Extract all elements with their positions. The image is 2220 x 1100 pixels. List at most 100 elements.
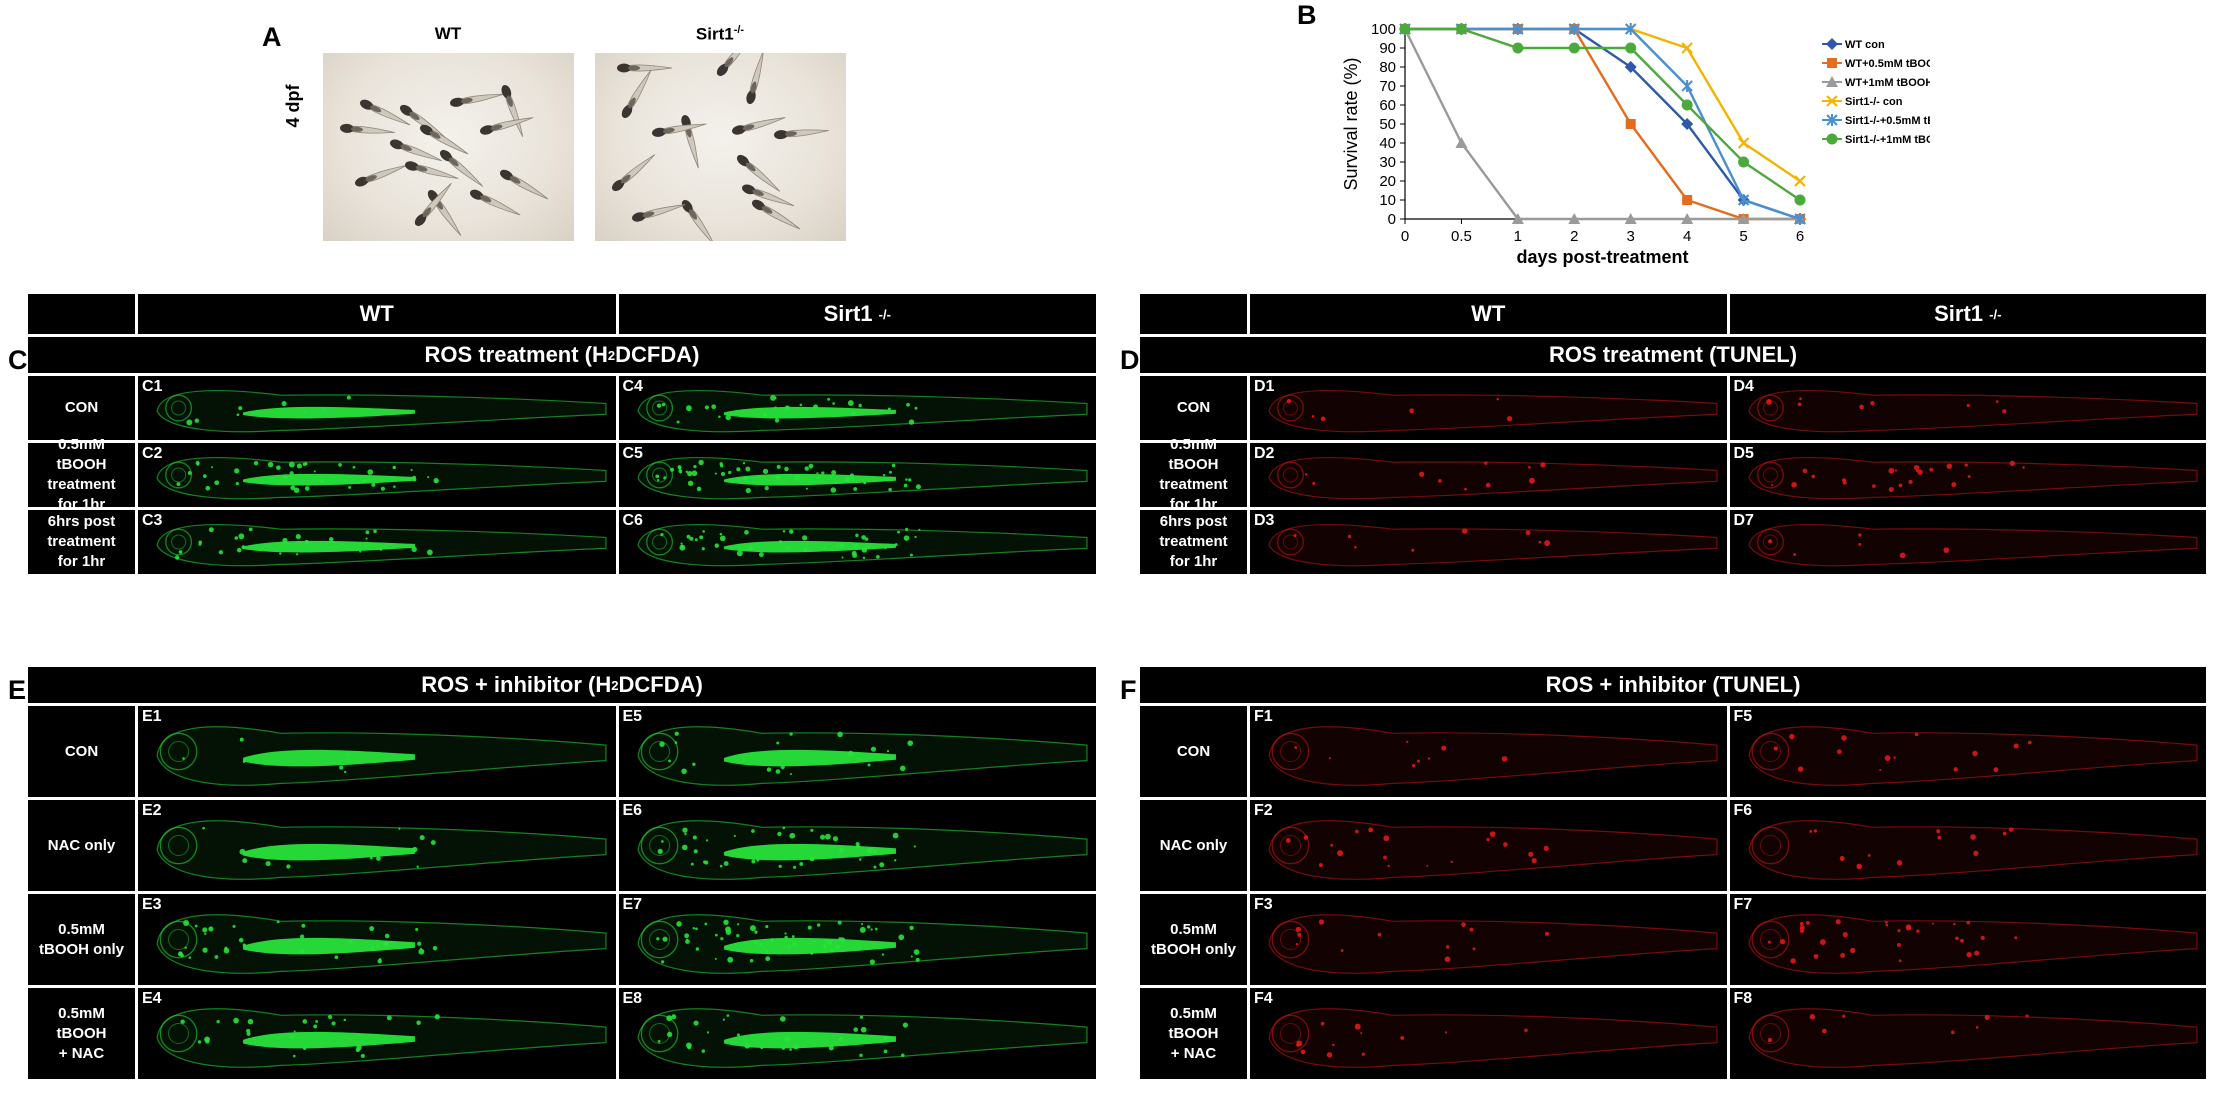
signal-dot bbox=[681, 827, 688, 833]
fish-eye bbox=[1277, 461, 1304, 489]
signal-dot bbox=[393, 485, 396, 488]
gut-signal bbox=[243, 1031, 415, 1049]
signal-dot bbox=[1966, 403, 1970, 408]
gut-signal bbox=[723, 843, 896, 861]
gut-signal bbox=[243, 749, 415, 767]
signal-dot bbox=[859, 1015, 863, 1019]
signal-dot bbox=[1965, 920, 1970, 925]
legend-label: WT con bbox=[1845, 39, 1885, 51]
signal-dot bbox=[822, 944, 827, 949]
signal-dot bbox=[235, 482, 239, 486]
signal-dot bbox=[787, 945, 791, 949]
larva bbox=[751, 199, 801, 230]
signal-dot bbox=[685, 470, 688, 474]
larva-yolk bbox=[761, 206, 773, 214]
image-cell: D5 bbox=[1729, 443, 2206, 507]
signal-dot bbox=[859, 926, 866, 933]
legend-label: WT+0.5mM tBOOH bbox=[1845, 58, 1930, 70]
row-label: 6hrs post treatment for 1hr bbox=[1140, 510, 1247, 574]
image-cell: F8 bbox=[1729, 988, 2206, 1079]
cell-tag: F5 bbox=[1733, 708, 1753, 725]
signal-dot bbox=[1914, 732, 1918, 737]
signal-dot bbox=[398, 827, 401, 830]
larva-head bbox=[419, 124, 433, 136]
signal-dot bbox=[697, 459, 704, 466]
larva-head bbox=[632, 212, 646, 222]
signal-dot bbox=[1798, 397, 1802, 401]
signal-dot bbox=[692, 835, 697, 840]
signal-dot bbox=[1839, 856, 1845, 861]
signal-dot bbox=[908, 419, 914, 425]
larva-head bbox=[746, 90, 756, 104]
signal-dot bbox=[694, 538, 698, 542]
fish-image bbox=[156, 726, 607, 786]
larva-yolk bbox=[752, 189, 764, 196]
signal-dot bbox=[1472, 947, 1476, 951]
signal-dot bbox=[692, 1020, 699, 1026]
signal-dot bbox=[365, 530, 370, 535]
fish-image bbox=[1747, 1008, 2198, 1068]
image-cell: C5 bbox=[618, 443, 1096, 507]
cell-tag: E8 bbox=[622, 990, 643, 1007]
fish-eye bbox=[640, 920, 678, 959]
signal-dot bbox=[1885, 923, 1888, 927]
row-label: CON bbox=[28, 376, 135, 440]
larva bbox=[499, 169, 549, 200]
signal-dot bbox=[809, 828, 813, 832]
x-tick-label: 0 bbox=[1401, 228, 1409, 245]
signal-dot bbox=[1540, 462, 1546, 468]
signal-dot bbox=[788, 529, 793, 534]
signal-dot bbox=[913, 535, 917, 539]
signal-dot bbox=[883, 547, 886, 550]
panel-title: ROS treatment (H 2 DCFDA) bbox=[28, 337, 1096, 373]
signal-dot bbox=[180, 1019, 185, 1024]
signal-dot bbox=[1797, 766, 1803, 772]
signal-dot bbox=[656, 479, 659, 482]
cell-tag: F3 bbox=[1254, 896, 1273, 913]
signal-dot bbox=[218, 550, 224, 555]
signal-dot bbox=[196, 462, 200, 466]
y-tick-label: 100 bbox=[1371, 21, 1396, 38]
signal-dot bbox=[194, 418, 200, 423]
signal-dot bbox=[788, 732, 793, 736]
fish-lens bbox=[1279, 928, 1302, 951]
larva bbox=[632, 204, 686, 222]
signal-dot bbox=[303, 410, 307, 413]
y-tick-label: 70 bbox=[1379, 78, 1396, 95]
signal-dot bbox=[824, 833, 831, 840]
fish-lens bbox=[1762, 534, 1778, 550]
signal-dot bbox=[676, 420, 680, 424]
larva-head bbox=[617, 63, 631, 73]
x-tick-label: 4 bbox=[1683, 228, 1691, 245]
signal-dot bbox=[834, 481, 837, 484]
fish-eye bbox=[159, 732, 198, 771]
signal-dot bbox=[1503, 842, 1508, 847]
signal-dot bbox=[1972, 850, 1979, 856]
signal-dot bbox=[380, 486, 386, 491]
signal-dot bbox=[369, 926, 375, 932]
signal-dot bbox=[293, 487, 300, 493]
signal-dot bbox=[1528, 851, 1534, 857]
data-point bbox=[1738, 156, 1750, 168]
signal-dot bbox=[1383, 835, 1390, 842]
signal-dot bbox=[902, 1022, 908, 1028]
signal-dot bbox=[376, 944, 380, 948]
signal-dot bbox=[1320, 416, 1326, 422]
image-cell: F2 bbox=[1250, 800, 1727, 891]
signal-dot bbox=[830, 487, 836, 493]
signal-dot bbox=[838, 1036, 843, 1042]
fish-lens bbox=[1759, 834, 1781, 857]
signal-dot bbox=[2001, 409, 2006, 414]
image-cell: F3 bbox=[1250, 894, 1727, 985]
signal-dot bbox=[883, 1035, 888, 1041]
larva-yolk bbox=[628, 97, 636, 109]
signal-dot bbox=[1450, 860, 1453, 863]
signal-dot bbox=[343, 1018, 347, 1022]
signal-dot bbox=[1416, 759, 1420, 763]
signal-dot bbox=[847, 400, 854, 406]
panel-a-age-label: 4 dpf bbox=[283, 84, 303, 128]
signal-dot bbox=[820, 471, 824, 475]
fish-lens bbox=[168, 1022, 190, 1045]
signal-dot bbox=[735, 467, 740, 472]
image-cell: D2 bbox=[1250, 443, 1727, 507]
